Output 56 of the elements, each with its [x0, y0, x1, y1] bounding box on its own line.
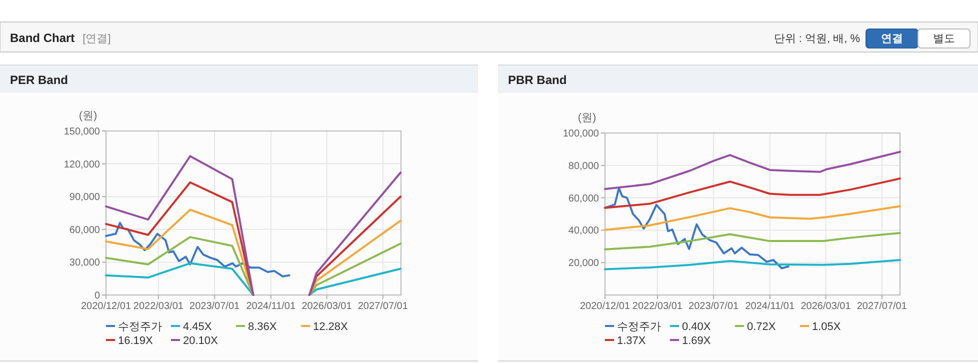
y-tick-label: 60,000 [568, 193, 600, 204]
y-tick-label: 30,000 [69, 258, 100, 269]
legend-label: 20.10X [183, 335, 219, 347]
line-series [105, 155, 254, 296]
x-tick-label: 2027/07/01 [856, 301, 908, 312]
line-series [604, 259, 901, 270]
y-tick-label: 60,000 [69, 224, 100, 236]
text: 별도 [933, 33, 955, 45]
x-tick-label: 2023/07/01 [190, 301, 240, 312]
chart-title: PER Band [10, 73, 68, 87]
y-tick-label: 40,000 [568, 226, 600, 237]
line-series [105, 208, 254, 296]
legend-label: 1.37X [617, 335, 646, 347]
x-tick-label: 2020/12/01 [580, 301, 630, 312]
text: [연결] [82, 33, 111, 45]
line-series [105, 262, 254, 296]
line-series [604, 178, 901, 209]
legend-label: 16.19X [118, 335, 154, 347]
x-tick-label: 2023/07/01 [688, 301, 740, 312]
y-tick-label: 100,000 [562, 128, 600, 140]
line-series [604, 187, 790, 270]
line-series [604, 150, 901, 190]
legend-label: 수정주가 [118, 321, 162, 333]
legend-label: 수정주가 [617, 321, 661, 333]
legend-label: 0.40X [682, 321, 712, 333]
y-tick-label: 20,000 [568, 258, 600, 270]
legend-label: 8.36X [248, 321, 278, 333]
line-series [604, 232, 901, 250]
line-series [105, 222, 290, 278]
x-tick-label: 2022/03/01 [632, 301, 683, 312]
x-tick-label: 2027/07/01 [358, 301, 408, 312]
line-series [105, 181, 254, 296]
y-axis-title: (원) [578, 112, 596, 124]
legend-label: 4.45X [183, 321, 212, 333]
x-tick-label: 2022/03/01 [133, 301, 184, 312]
x-tick-label: 2024/11/01 [745, 301, 795, 312]
text: 연결 [881, 33, 903, 45]
y-tick-label: 0 [94, 290, 100, 302]
legend-label: 1.69X [682, 335, 712, 347]
x-tick-label: 2020/12/01 [80, 301, 132, 312]
y-tick-label: 150,000 [64, 126, 100, 138]
legend-label: 12.28X [313, 321, 349, 333]
legend-label: 0.72X [747, 321, 776, 333]
y-tick-label: 80,000 [568, 160, 600, 172]
text: 단위 : 억원, 배, % [774, 33, 860, 45]
y-tick-label: 90,000 [69, 192, 100, 204]
chart-title: PBR Band [508, 73, 567, 87]
y-tick-label: 120,000 [64, 159, 100, 170]
line-series [604, 205, 901, 231]
y-axis-title: (원) [78, 110, 98, 122]
legend-label: 1.05X [812, 321, 842, 333]
line-series [105, 236, 254, 296]
text: Band Chart [10, 31, 75, 45]
x-tick-label: 2024/11/01 [246, 301, 296, 312]
x-tick-label: 2026/03/01 [800, 301, 852, 312]
x-tick-label: 2026/03/01 [302, 301, 352, 312]
